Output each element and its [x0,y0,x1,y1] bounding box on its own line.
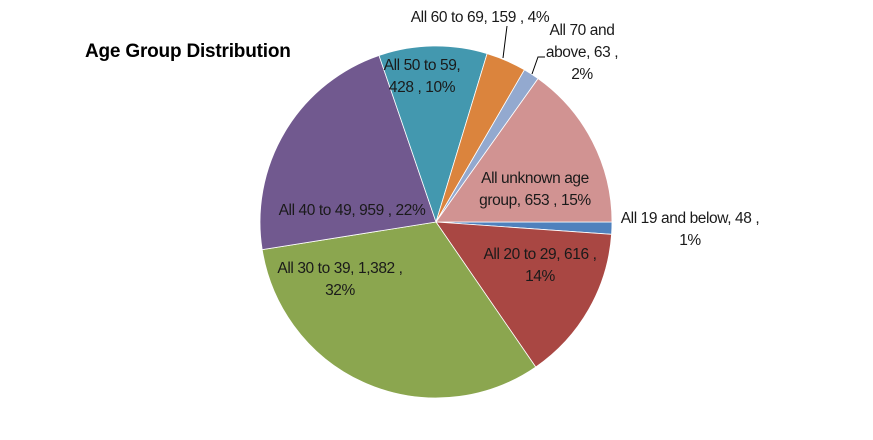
data-label-line: 14% [525,268,555,285]
pie-slice-all-50-to-59 [378,45,488,224]
pie-slice-all-40-to-49 [259,54,437,251]
chart-title: Age Group Distribution [85,41,291,62]
data-label-line: 32% [325,282,355,299]
data-label: All unknown age group, 653 , 15% [479,170,591,209]
data-label-line: All 70 and [550,22,615,39]
data-label-line: above, 63 , [546,44,618,61]
data-label-line: 2% [571,66,593,83]
data-label-line: All 20 to 29, 616 , [483,246,596,263]
data-label: All 19 and below, 48 , 1% [621,210,760,249]
data-label-line: All 19 and below, 48 , [621,210,760,227]
data-label-line: All 50 to 59, [384,57,461,74]
data-label-line: group, 653 , 15% [479,192,591,209]
leader-line [531,56,545,75]
pie-slice-all-30-to-39 [261,221,537,399]
data-label: All 40 to 49, 959 , 22% [279,202,426,219]
data-label-line: All 40 to 49, 959 , 22% [279,202,426,219]
data-label: All 20 to 29, 616 , 14% [483,246,596,285]
data-label-line: All unknown age [481,170,589,187]
data-label-line: All 60 to 69, 159 , 4% [411,9,550,26]
data-label-line: All 30 to 39, 1,382 , [277,260,402,277]
pie-slice-all-unknown-age-group [435,78,613,223]
data-label-line: 428 , 10% [389,79,456,96]
leader-line [502,25,508,59]
data-label: All 60 to 69, 159 , 4% [411,9,550,26]
pie-slice-all-20-to-29 [435,221,612,368]
data-label-line: 1% [679,232,701,249]
data-label: All 70 and above, 63 , 2% [546,22,618,83]
data-label: All 30 to 39, 1,382 , 32% [277,260,402,299]
data-label: All 50 to 59, 428 , 10% [384,57,461,96]
